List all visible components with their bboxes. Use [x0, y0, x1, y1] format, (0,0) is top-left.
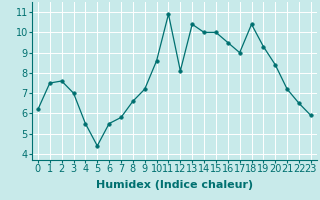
X-axis label: Humidex (Indice chaleur): Humidex (Indice chaleur) [96, 180, 253, 190]
